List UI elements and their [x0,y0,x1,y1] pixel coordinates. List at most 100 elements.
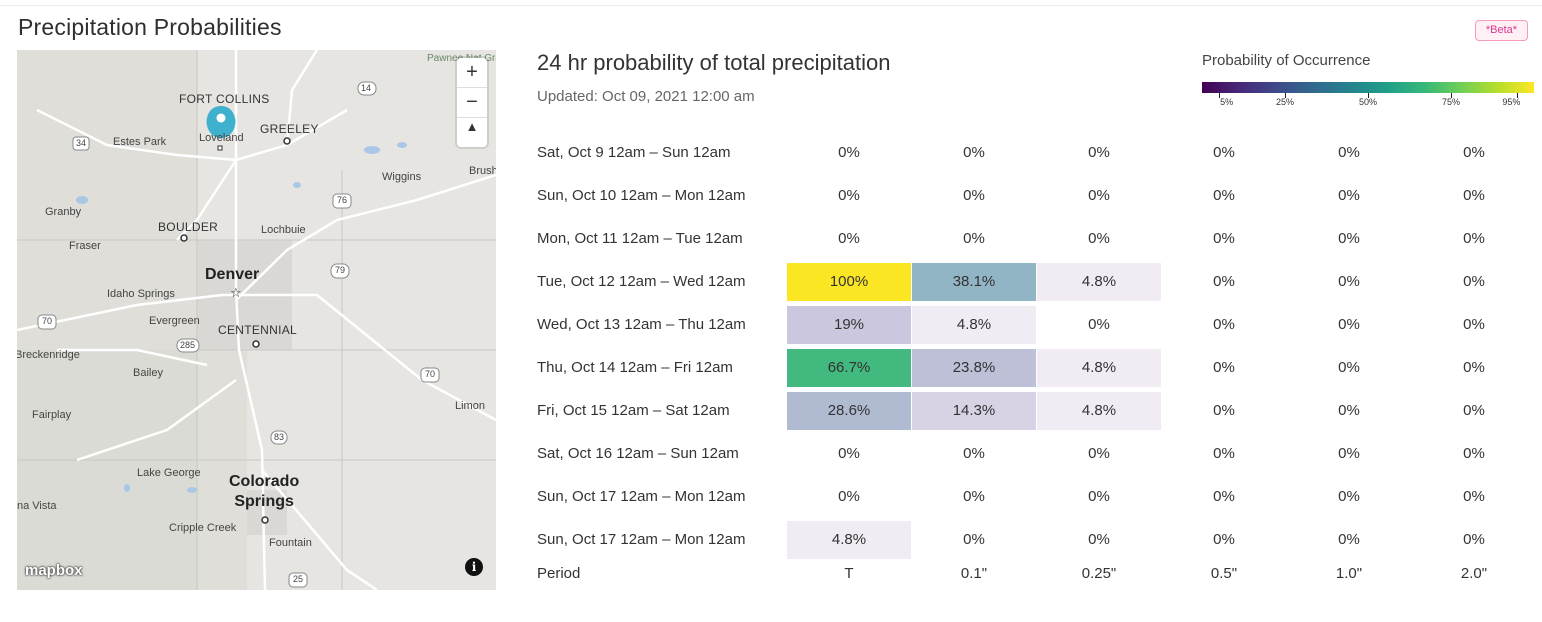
svg-text:☆: ☆ [230,286,242,301]
compass-button[interactable]: ▲ [457,118,487,147]
map-label-lake-george: Lake George [137,467,201,479]
map-label-fraser: Fraser [69,240,101,252]
threshold-column-header: 0.1" [960,565,988,582]
top-divider [0,5,1542,6]
map-label-breckenridge: Breckenridge [17,349,80,361]
probability-cell: 0% [1338,273,1360,290]
probability-cell: 0% [1463,488,1485,505]
map-label-bailey: Bailey [133,367,163,379]
probability-cell: 0% [1338,402,1360,419]
period-column-header: Period [537,565,581,582]
highway-shield-83: 83 [274,432,285,442]
highway-shield-79: 79 [335,265,346,275]
map-label-idaho-springs: Idaho Springs [107,288,175,300]
probability-cell: 4.8% [912,306,1036,344]
map[interactable]: ☆ Pawnee Nat Grassla FORT COLLINS Lovela… [17,50,496,590]
row-period-label: Mon, Oct 11 12am – Tue 12am [537,230,743,247]
map-basemap: ☆ [17,50,496,590]
probability-cell: 38.1% [912,263,1036,301]
probability-cell: 0% [1088,187,1110,204]
map-label-denver: Denver [205,266,260,283]
map-label-fort-collins: FORT COLLINS [179,92,270,106]
map-label-evergreen: Evergreen [149,315,200,327]
highway-shield-34: 34 [76,138,87,148]
info-icon[interactable]: i [465,558,483,576]
probability-cell: 0% [1213,445,1235,462]
probability-cell: 0% [963,230,985,247]
probability-cell: 0% [1213,273,1235,290]
legend-tick [1285,93,1286,98]
row-period-label: Fri, Oct 15 12am – Sat 12am [537,402,730,419]
map-label-granby: Granby [45,206,82,218]
legend-tick-label: 25% [1275,97,1295,107]
threshold-column-header: 1.0" [1335,565,1363,582]
probability-cell: 0% [1088,445,1110,462]
highway-shield-70-east: 70 [425,369,436,379]
probability-cell: 0% [838,488,860,505]
probability-cell: 4.8% [1037,349,1161,387]
legend-colorbar [1202,82,1534,93]
legend-tick-label: 50% [1358,97,1378,107]
probability-cell: 19% [787,306,911,344]
legend-tick [1451,93,1452,98]
probability-cell: 0% [1463,402,1485,419]
legend-tick-label: 5% [1220,97,1234,107]
row-period-label: Sat, Oct 16 12am – Sun 12am [537,445,739,462]
map-label-lochbuie: Lochbuie [261,224,306,236]
probability-cell: 0% [1213,187,1235,204]
probability-cell: 0% [1463,316,1485,333]
probability-cell: 0% [1213,531,1235,548]
probability-cell: 0% [1338,488,1360,505]
probability-cell: 0% [1213,488,1235,505]
map-label-greeley: GREELEY [260,122,319,136]
threshold-column-header: 0.25" [1081,565,1117,582]
probability-cell: 0% [1213,316,1235,333]
map-label-brush: Brush [469,165,496,177]
probability-cell: 0% [963,144,985,161]
highway-shield-14: 14 [361,83,372,93]
probability-cell: 23.8% [912,349,1036,387]
beta-badge: *Beta* [1475,20,1528,41]
probability-cell: 0% [1338,531,1360,548]
zoom-in-button[interactable]: + [457,58,487,88]
probability-cell: 28.6% [787,392,911,430]
row-period-label: Wed, Oct 13 12am – Thu 12am [537,316,746,333]
mapbox-logo[interactable]: mapbox [25,562,83,579]
compass-icon: ▲ [465,119,479,134]
probability-cell: 0% [963,445,985,462]
map-label-loveland: Loveland [199,132,244,144]
map-label-centennial: CENTENNIAL [218,323,298,337]
chart-title: 24 hr probability of total precipitation [537,50,891,75]
row-period-label: Sun, Oct 10 12am – Mon 12am [537,187,746,204]
row-period-label: Sun, Oct 17 12am – Mon 12am [537,531,746,548]
map-label-cripple-creek: Cripple Creek [169,522,237,534]
probability-cell: 0% [1463,445,1485,462]
probability-cell: 0% [1088,488,1110,505]
probability-cell: 0% [1088,531,1110,548]
probability-cell: 0% [1338,230,1360,247]
probability-cell: 0% [1463,531,1485,548]
probability-cell: 0% [963,531,985,548]
updated-timestamp: Updated: Oct 09, 2021 12:00 am [537,88,755,105]
legend-tick [1218,93,1220,98]
probability-cell: 0% [1213,402,1235,419]
map-label-fountain: Fountain [269,537,312,549]
probability-cell: 0% [1338,359,1360,376]
row-period-label: Sat, Oct 9 12am – Sun 12am [537,144,731,161]
map-label-limon: Limon [455,400,485,412]
map-label-estes-park: Estes Park [113,136,167,148]
highway-shield-25: 25 [293,574,304,584]
probability-cell: 0% [1463,359,1485,376]
probability-cell: 0% [1088,144,1110,161]
highway-shield-76: 76 [337,195,348,205]
row-period-label: Tue, Oct 12 12am – Wed 12am [537,273,746,290]
map-label-fairplay: Fairplay [32,409,72,421]
map-label-boulder: BOULDER [158,220,219,234]
threshold-column-header: T [844,565,854,582]
probability-cell: 0% [1338,187,1360,204]
probability-cell: 0% [1338,144,1360,161]
probability-cell: 0% [1463,187,1485,204]
probability-cell: 0% [1338,316,1360,333]
probability-cell: 0% [1213,230,1235,247]
zoom-out-button[interactable]: − [457,88,487,118]
